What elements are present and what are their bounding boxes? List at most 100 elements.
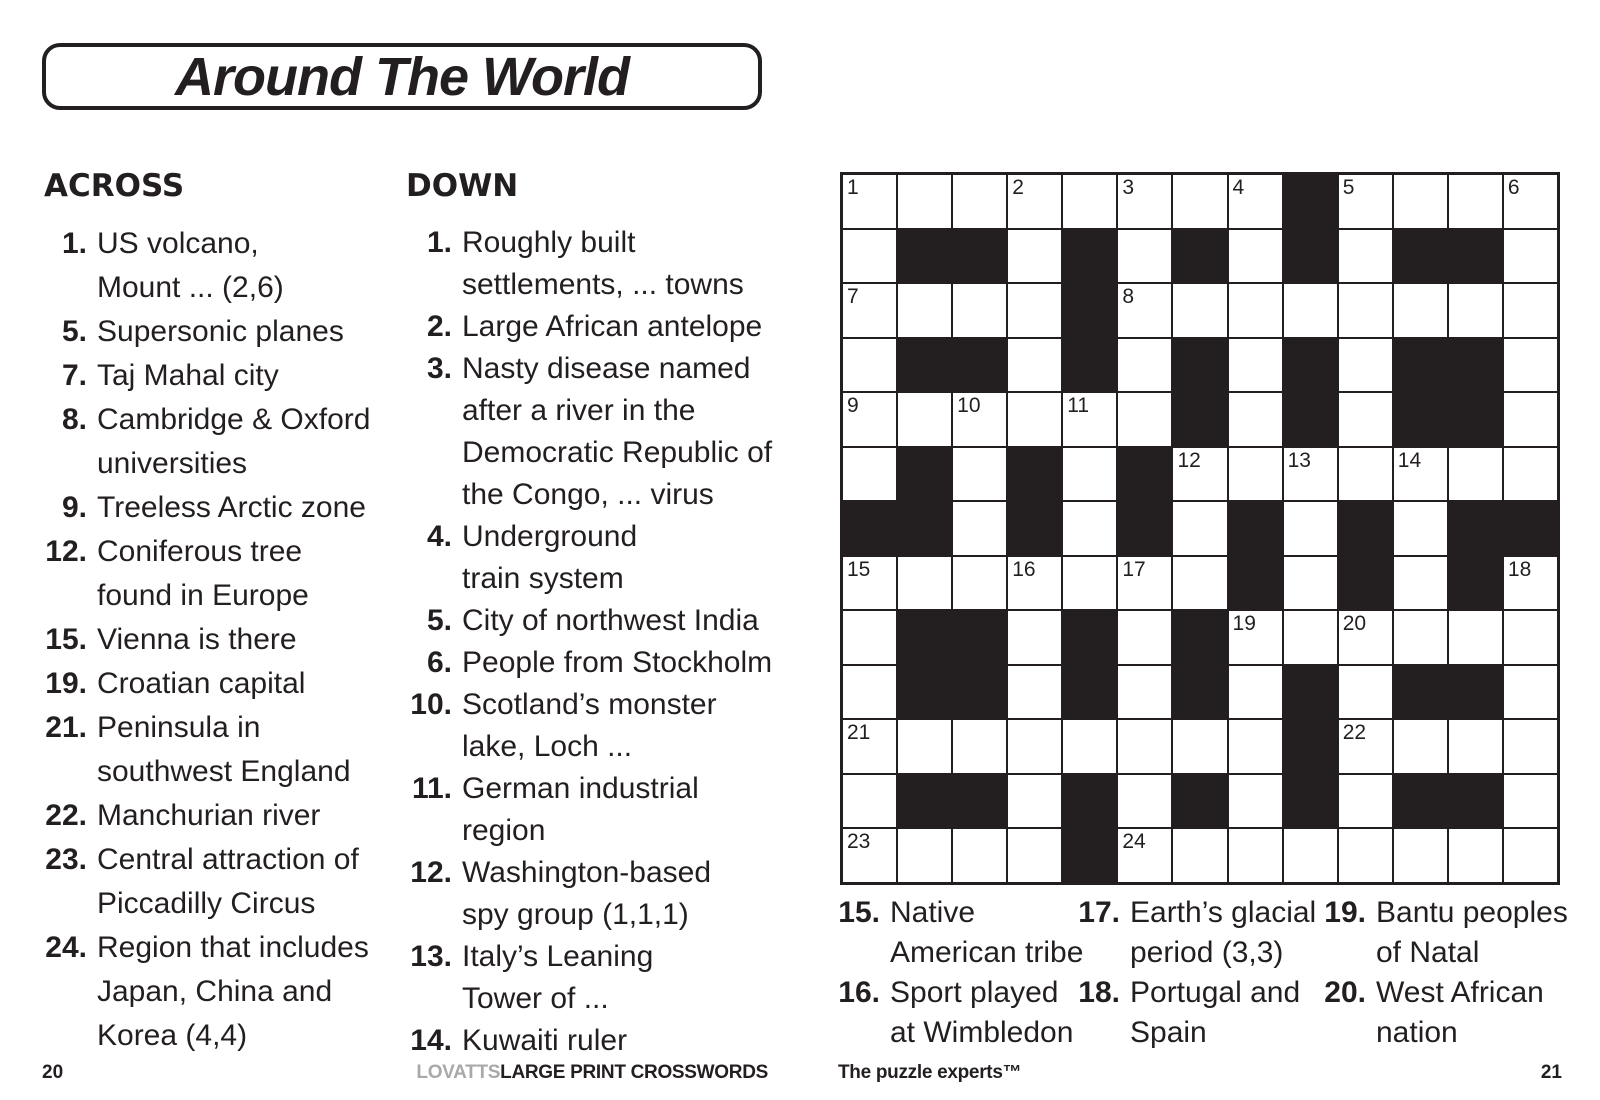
grid-cell[interactable] (1118, 720, 1172, 773)
grid-cell[interactable] (1173, 175, 1227, 228)
grid-cell[interactable]: 9 (843, 393, 897, 446)
grid-cell[interactable] (1393, 829, 1447, 882)
grid-cell[interactable] (1008, 720, 1062, 773)
grid-cell[interactable] (1118, 393, 1172, 446)
grid-cell[interactable]: 6 (1503, 175, 1557, 228)
grid-cell[interactable] (1063, 447, 1117, 501)
grid-cell[interactable] (1228, 665, 1282, 719)
grid-cell[interactable] (1118, 774, 1172, 828)
grid-cell[interactable] (898, 556, 952, 610)
grid-cell[interactable] (1283, 284, 1337, 337)
grid-cell[interactable] (1283, 829, 1337, 882)
grid-cell[interactable]: 19 (1228, 611, 1282, 664)
grid-cell[interactable] (1503, 720, 1557, 773)
grid-cell[interactable] (1173, 556, 1227, 610)
grid-cell[interactable]: 17 (1118, 556, 1172, 610)
grid-cell[interactable] (1173, 502, 1227, 555)
grid-cell[interactable] (1008, 829, 1062, 882)
grid-cell[interactable] (1503, 829, 1557, 882)
grid-cell[interactable] (843, 229, 897, 283)
grid-cell[interactable] (1173, 284, 1227, 337)
grid-cell[interactable] (1338, 229, 1392, 283)
grid-cell[interactable] (1228, 393, 1282, 446)
grid-cell[interactable] (1503, 338, 1557, 392)
grid-cell[interactable] (898, 284, 952, 337)
grid-cell[interactable] (1063, 720, 1117, 773)
grid-cell[interactable] (1393, 720, 1447, 773)
grid-cell[interactable] (1008, 393, 1062, 446)
grid-cell[interactable] (1393, 556, 1447, 610)
grid-cell[interactable]: 8 (1118, 284, 1172, 337)
grid-cell[interactable] (953, 720, 1007, 773)
grid-cell[interactable]: 2 (1008, 175, 1062, 228)
grid-cell[interactable]: 18 (1503, 556, 1557, 610)
grid-cell[interactable]: 13 (1283, 447, 1337, 501)
grid-cell[interactable] (1008, 338, 1062, 392)
grid-cell[interactable]: 12 (1173, 447, 1227, 501)
grid-cell[interactable] (1173, 720, 1227, 773)
grid-cell[interactable] (1338, 284, 1392, 337)
grid-cell[interactable]: 14 (1393, 447, 1447, 501)
grid-cell[interactable] (1448, 720, 1502, 773)
grid-cell[interactable] (953, 829, 1007, 882)
crossword-grid[interactable]: 1 2 3 4 5 6 7 8 9 10 11 12 13 14 15 16 17 18 19 20 21 22 23 24 (840, 172, 1560, 885)
grid-cell[interactable] (1008, 774, 1062, 828)
grid-cell[interactable]: 21 (843, 720, 897, 773)
grid-cell[interactable] (1503, 393, 1557, 446)
grid-cell[interactable] (1228, 229, 1282, 283)
grid-cell[interactable]: 10 (953, 393, 1007, 446)
grid-cell[interactable] (953, 175, 1007, 228)
grid-cell[interactable]: 24 (1118, 829, 1172, 882)
grid-cell[interactable] (1063, 556, 1117, 610)
grid-cell[interactable] (1503, 611, 1557, 664)
grid-cell[interactable]: 7 (843, 284, 897, 337)
grid-cell[interactable] (843, 447, 897, 501)
grid-cell[interactable] (898, 175, 952, 228)
grid-cell[interactable] (1118, 338, 1172, 392)
grid-cell[interactable]: 22 (1338, 720, 1392, 773)
grid-cell[interactable] (1118, 665, 1172, 719)
grid-cell[interactable] (1448, 284, 1502, 337)
grid-cell[interactable] (953, 447, 1007, 501)
grid-cell[interactable]: 15 (843, 556, 897, 610)
grid-cell[interactable] (1448, 447, 1502, 501)
grid-cell[interactable] (1228, 447, 1282, 501)
grid-cell[interactable] (1503, 665, 1557, 719)
grid-cell[interactable] (1228, 774, 1282, 828)
grid-cell[interactable] (1338, 665, 1392, 719)
grid-cell[interactable] (1063, 175, 1117, 228)
grid-cell[interactable]: 23 (843, 829, 897, 882)
grid-cell[interactable]: 16 (1008, 556, 1062, 610)
grid-cell[interactable] (843, 665, 897, 719)
grid-cell[interactable] (1008, 611, 1062, 664)
grid-cell[interactable] (1448, 829, 1502, 882)
grid-cell[interactable] (1063, 502, 1117, 555)
grid-cell[interactable] (1338, 829, 1392, 882)
grid-cell[interactable] (1228, 720, 1282, 773)
grid-cell[interactable] (1393, 502, 1447, 555)
grid-cell[interactable] (1173, 829, 1227, 882)
grid-cell[interactable] (898, 393, 952, 446)
grid-cell[interactable] (1503, 229, 1557, 283)
grid-cell[interactable] (1283, 502, 1337, 555)
grid-cell[interactable]: 20 (1338, 611, 1392, 664)
grid-cell[interactable] (1008, 284, 1062, 337)
grid-cell[interactable] (1338, 774, 1392, 828)
grid-cell[interactable] (898, 720, 952, 773)
grid-cell[interactable] (1338, 447, 1392, 501)
grid-cell[interactable]: 5 (1338, 175, 1392, 228)
grid-cell[interactable] (1393, 175, 1447, 228)
grid-cell[interactable] (953, 284, 1007, 337)
grid-cell[interactable] (898, 829, 952, 882)
grid-cell[interactable] (1503, 284, 1557, 337)
grid-cell[interactable] (1118, 229, 1172, 283)
grid-cell[interactable] (953, 556, 1007, 610)
grid-cell[interactable] (1008, 665, 1062, 719)
grid-cell[interactable]: 4 (1228, 175, 1282, 228)
grid-cell[interactable] (1228, 829, 1282, 882)
grid-cell[interactable] (1393, 611, 1447, 664)
grid-cell[interactable]: 3 (1118, 175, 1172, 228)
grid-cell[interactable] (843, 774, 897, 828)
grid-cell[interactable] (1228, 338, 1282, 392)
grid-cell[interactable]: 1 (843, 175, 897, 228)
